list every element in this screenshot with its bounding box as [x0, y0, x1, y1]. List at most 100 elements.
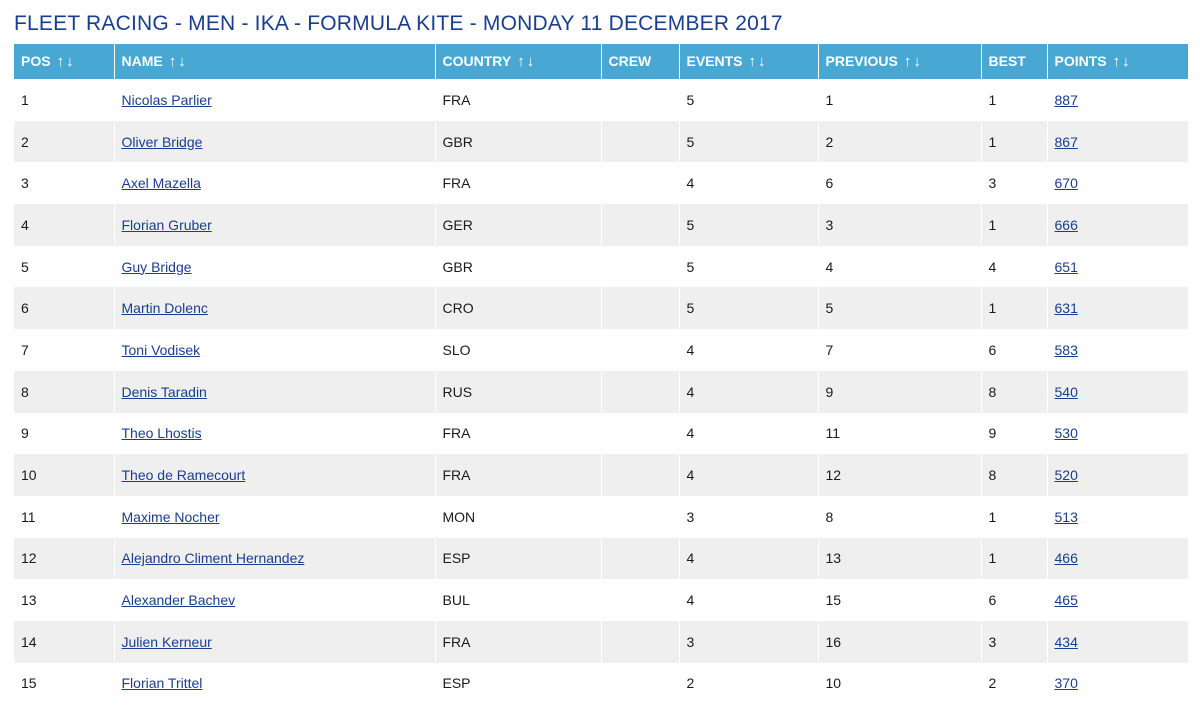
sailor-name-link[interactable]: Florian Gruber — [121, 216, 212, 233]
cell-best: 1 — [981, 204, 1048, 246]
cell-country: ESP — [435, 662, 602, 705]
header-best: BEST — [981, 44, 1048, 79]
table-row: 11 Maxime Nocher MON 3 8 1 513 — [14, 495, 1188, 538]
cell-points: 666 — [1047, 204, 1188, 246]
cell-points: 540 — [1047, 371, 1188, 413]
cell-previous: 8 — [818, 495, 982, 538]
table-body: 1 Nicolas Parlier FRA 5 1 1 887 2 Oliver… — [14, 79, 1188, 705]
cell-points: 434 — [1047, 621, 1188, 663]
cell-country: CRO — [435, 287, 602, 330]
points-link[interactable]: 434 — [1054, 633, 1078, 650]
cell-pos: 15 — [14, 662, 115, 705]
sort-arrows-icon[interactable]: ↑↓ — [903, 53, 923, 70]
sort-arrows-icon[interactable]: ↑↓ — [168, 53, 188, 70]
sailor-name-link[interactable]: Florian Trittel — [121, 675, 203, 692]
sailor-name-link[interactable]: Martin Dolenc — [121, 300, 208, 317]
header-pos-label: POS — [21, 53, 51, 69]
sailor-name-link[interactable]: Theo Lhostis — [121, 425, 202, 442]
cell-name: Oliver Bridge — [114, 120, 436, 163]
sailor-name-link[interactable]: Oliver Bridge — [121, 133, 203, 150]
cell-name: Axel Mazella — [114, 162, 436, 205]
points-link[interactable]: 867 — [1054, 133, 1078, 150]
sailor-name-link[interactable]: Theo de Ramecourt — [121, 467, 246, 484]
cell-pos: 12 — [14, 537, 115, 580]
cell-previous: 5 — [818, 287, 982, 330]
sailor-name-link[interactable]: Guy Bridge — [121, 258, 192, 275]
cell-best: 8 — [981, 454, 1048, 496]
cell-points: 670 — [1047, 162, 1188, 204]
cell-best: 6 — [981, 329, 1048, 371]
points-link[interactable]: 540 — [1054, 383, 1078, 400]
header-name-label: NAME — [121, 53, 163, 69]
cell-previous: 16 — [818, 620, 982, 663]
cell-pos: 1 — [14, 79, 115, 121]
points-link[interactable]: 465 — [1054, 592, 1078, 609]
sort-arrows-icon[interactable]: ↑↓ — [748, 53, 768, 70]
cell-crew — [601, 287, 680, 330]
cell-points: 631 — [1047, 287, 1188, 329]
points-link[interactable]: 887 — [1054, 91, 1078, 108]
cell-country: BUL — [435, 579, 602, 621]
cell-previous: 15 — [818, 579, 982, 621]
points-link[interactable]: 466 — [1054, 550, 1078, 567]
header-country-label: COUNTRY — [442, 53, 512, 69]
cell-events: 2 — [679, 662, 819, 705]
header-events[interactable]: EVENTS ↑↓ — [679, 44, 819, 79]
points-link[interactable]: 530 — [1054, 425, 1078, 442]
points-link[interactable]: 670 — [1054, 175, 1078, 192]
header-crew: CREW — [601, 44, 680, 79]
cell-previous: 13 — [818, 537, 982, 580]
sailor-name-link[interactable]: Axel Mazella — [121, 175, 201, 192]
cell-country: FRA — [435, 454, 602, 496]
points-link[interactable]: 520 — [1054, 467, 1078, 484]
cell-best: 1 — [981, 537, 1048, 580]
header-events-label: EVENTS — [686, 53, 743, 69]
header-best-label: BEST — [988, 53, 1026, 69]
cell-crew — [601, 370, 680, 413]
rankings-table: POS ↑↓ NAME ↑↓ COUNTRY ↑↓ CREW EVENTS ↑↓ PRE… — [14, 44, 1188, 705]
cell-events: 5 — [679, 120, 819, 163]
cell-pos: 11 — [14, 495, 115, 538]
points-link[interactable]: 370 — [1054, 675, 1078, 692]
points-link[interactable]: 513 — [1054, 508, 1078, 525]
header-pos[interactable]: POS ↑↓ — [14, 44, 115, 79]
points-link[interactable]: 651 — [1054, 258, 1078, 275]
points-link[interactable]: 631 — [1054, 300, 1078, 317]
cell-crew — [601, 162, 680, 205]
cell-best: 8 — [981, 370, 1048, 413]
cell-pos: 4 — [14, 204, 115, 246]
cell-name: Florian Gruber — [114, 204, 436, 246]
cell-crew — [601, 579, 680, 621]
cell-events: 4 — [679, 162, 819, 205]
sort-arrows-icon[interactable]: ↑↓ — [1112, 53, 1132, 70]
sailor-name-link[interactable]: Denis Taradin — [121, 383, 207, 400]
cell-best: 9 — [981, 412, 1048, 455]
sort-arrows-icon[interactable]: ↑↓ — [517, 53, 537, 70]
header-country[interactable]: COUNTRY ↑↓ — [435, 44, 602, 79]
cell-previous: 12 — [818, 454, 982, 496]
table-row: 1 Nicolas Parlier FRA 5 1 1 887 — [14, 79, 1188, 121]
cell-points: 867 — [1047, 121, 1188, 163]
cell-events: 4 — [679, 370, 819, 413]
cell-country: FRA — [435, 620, 602, 663]
cell-previous: 2 — [818, 120, 982, 163]
header-points[interactable]: POINTS ↑↓ — [1047, 44, 1188, 79]
table-row: 10 Theo de Ramecourt FRA 4 12 8 520 — [14, 454, 1188, 496]
cell-events: 5 — [679, 79, 819, 121]
sailor-name-link[interactable]: Alexander Bachev — [121, 592, 236, 609]
sort-arrows-icon[interactable]: ↑↓ — [56, 53, 76, 70]
sailor-name-link[interactable]: Nicolas Parlier — [121, 91, 212, 108]
sailor-name-link[interactable]: Toni Vodisek — [121, 341, 201, 358]
points-link[interactable]: 583 — [1054, 341, 1078, 358]
cell-best: 3 — [981, 620, 1048, 663]
header-name[interactable]: NAME ↑↓ — [114, 44, 436, 79]
cell-pos: 10 — [14, 454, 115, 496]
sailor-name-link[interactable]: Alejandro Climent Hernandez — [121, 550, 305, 567]
header-previous-label: PREVIOUS — [825, 53, 898, 69]
cell-name: Guy Bridge — [114, 245, 436, 288]
cell-points: 887 — [1047, 79, 1188, 121]
sailor-name-link[interactable]: Julien Kerneur — [121, 633, 212, 650]
header-previous[interactable]: PREVIOUS ↑↓ — [818, 44, 982, 79]
points-link[interactable]: 666 — [1054, 216, 1078, 233]
sailor-name-link[interactable]: Maxime Nocher — [121, 508, 220, 525]
